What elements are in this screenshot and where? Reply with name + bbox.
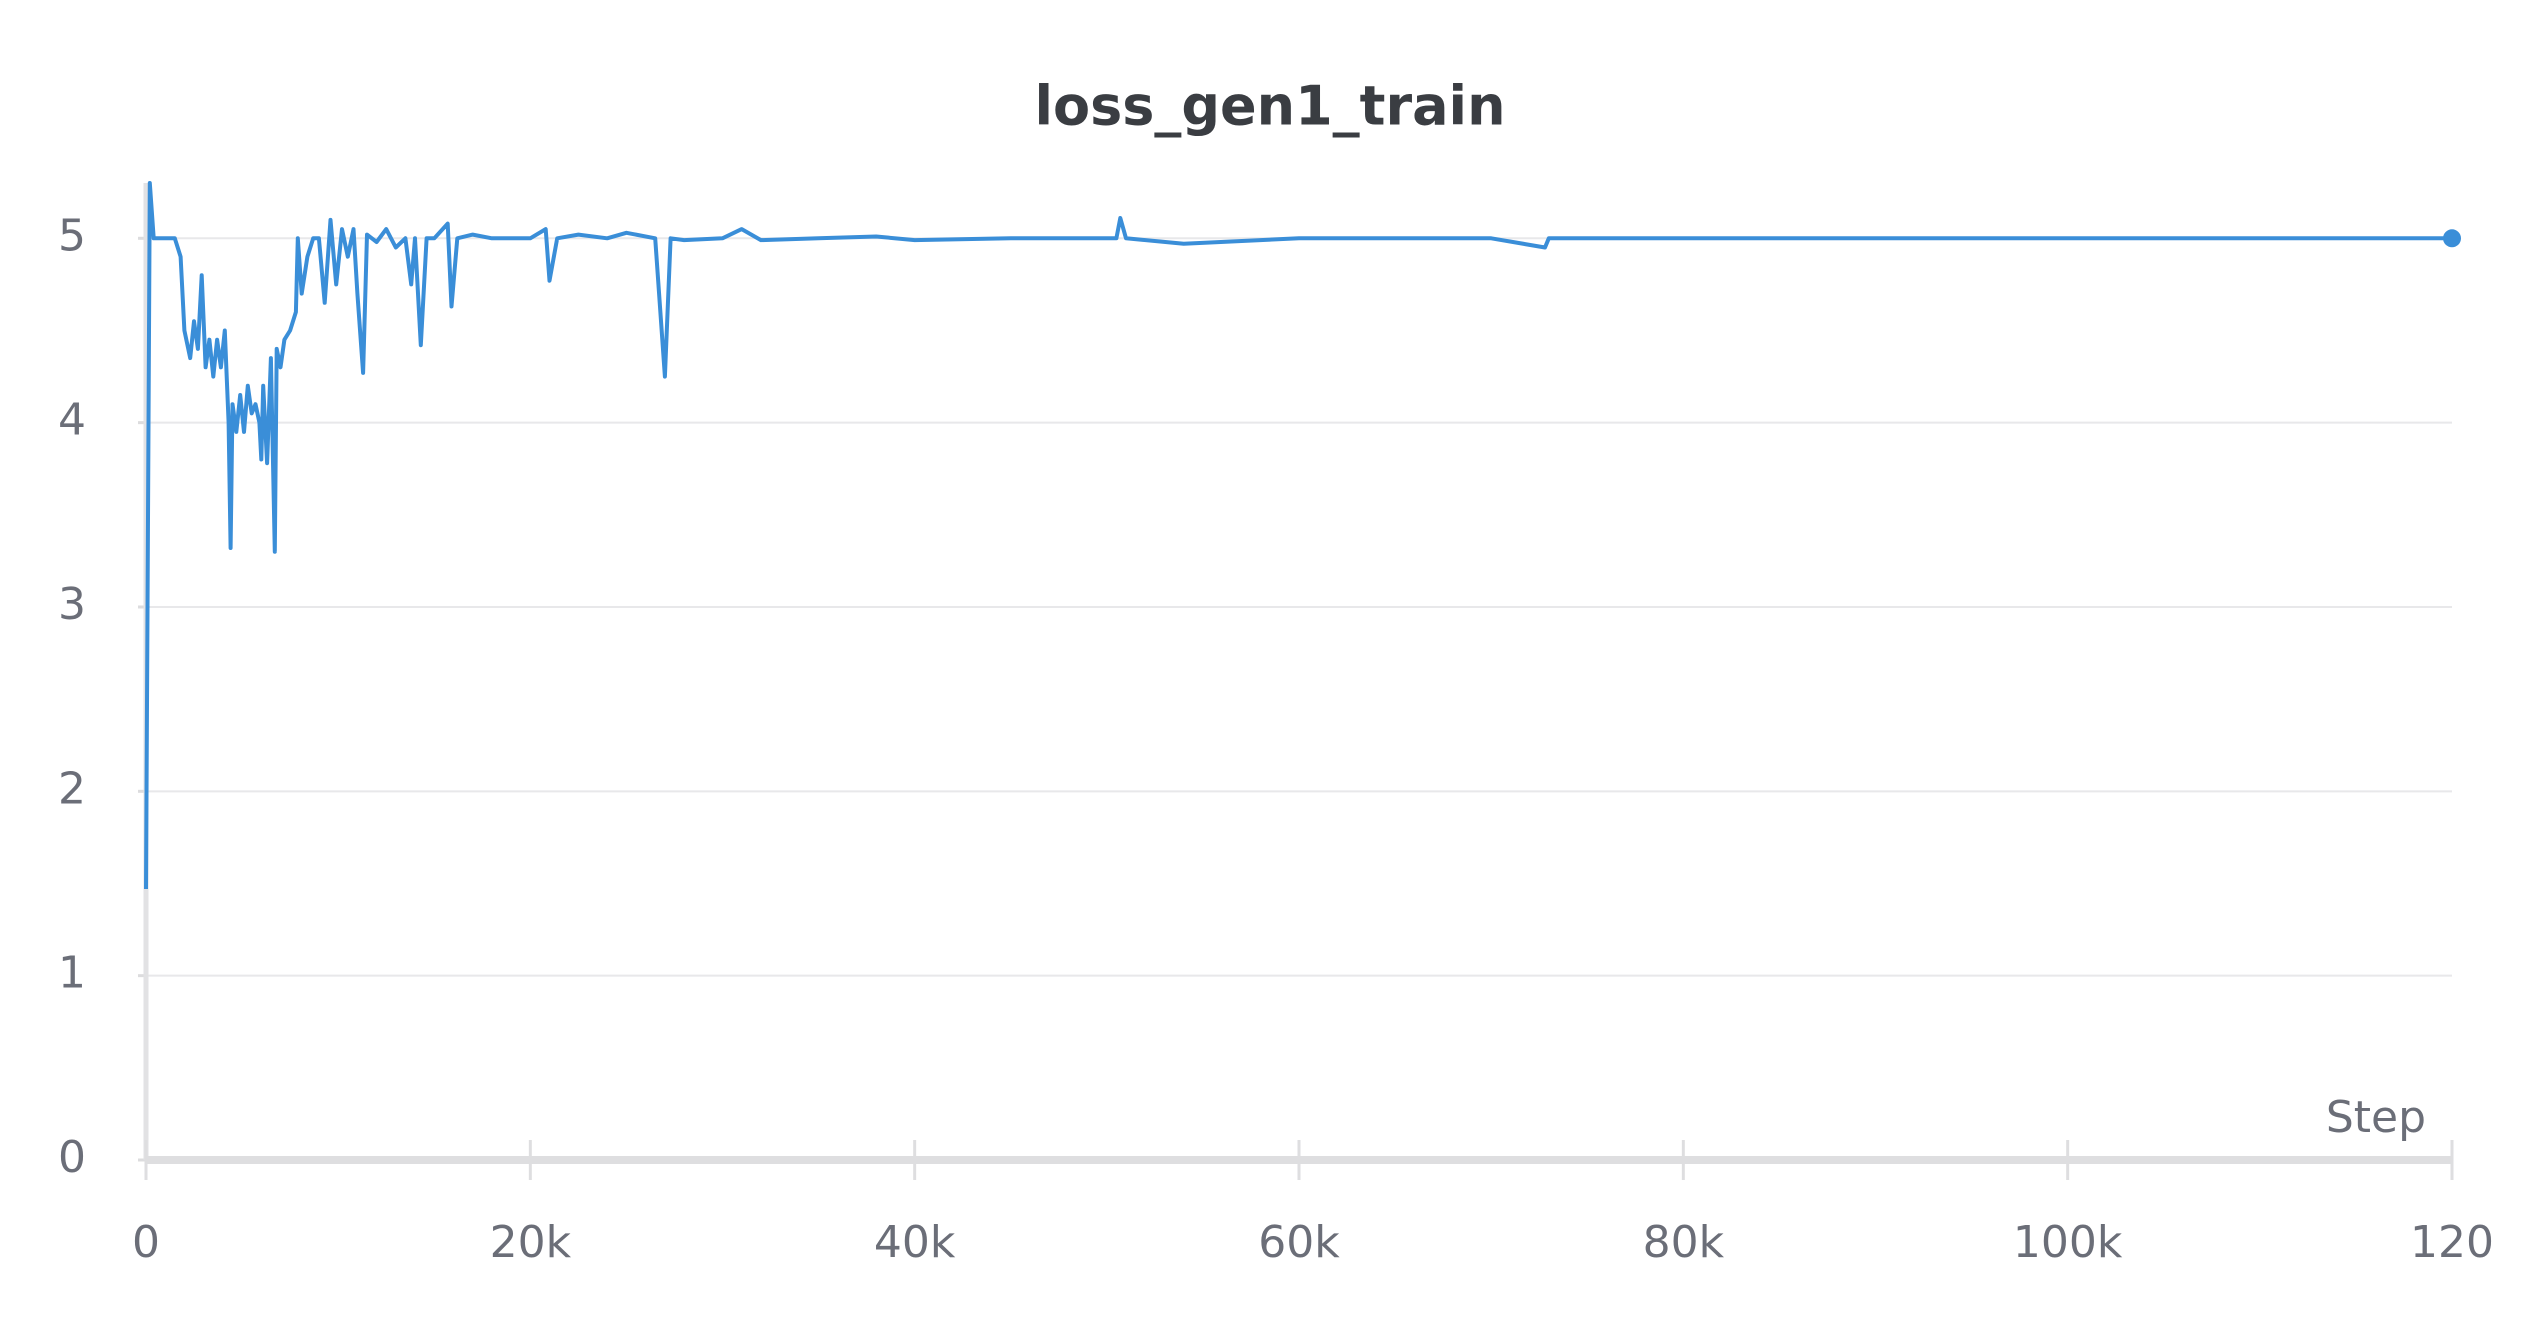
y-tick-label: 1 <box>58 948 86 999</box>
x-tick-label: 20k <box>490 1217 572 1268</box>
y-tick-label: 3 <box>58 579 86 630</box>
end-point <box>2443 229 2461 248</box>
x-tick-label: 40k <box>874 1217 956 1268</box>
x-tick-label: 60k <box>1258 1217 1340 1268</box>
x-tick-label: 80k <box>1643 1217 1725 1268</box>
y-tick-label: 2 <box>58 763 86 814</box>
x-tick-label: 100k <box>2013 1217 2123 1268</box>
chart-title: loss_gen1_train <box>1034 75 1505 138</box>
y-tick-label: 4 <box>58 395 86 446</box>
y-tick-label: 5 <box>58 210 86 261</box>
x-axis-label: Step <box>2326 1092 2426 1143</box>
x-tick-label: 120 <box>2410 1217 2494 1268</box>
x-tick-label: 0 <box>132 1217 160 1268</box>
line <box>144 181 2452 890</box>
y-tick-label: 0 <box>58 1132 86 1183</box>
